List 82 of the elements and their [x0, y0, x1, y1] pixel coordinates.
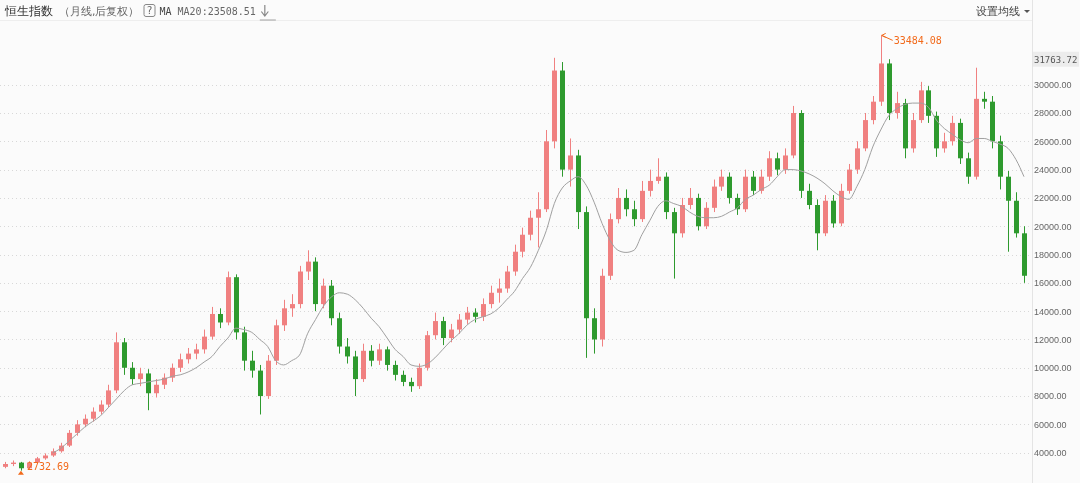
y-tick-label: 4000.00 — [1034, 448, 1067, 459]
candlestick — [489, 285, 494, 309]
y-tick-label: 8000.00 — [1034, 391, 1067, 402]
candlestick — [497, 278, 502, 304]
candlestick — [536, 191, 541, 248]
candlestick — [712, 179, 717, 213]
candlestick — [942, 132, 947, 154]
candlestick — [321, 278, 326, 309]
y-tick-label: 14000.00 — [1034, 306, 1072, 317]
candlestick — [688, 187, 693, 210]
line-series — [52, 102, 1025, 454]
candlestick — [568, 137, 573, 188]
candlestick — [672, 207, 677, 280]
y-tick-label: 18000.00 — [1034, 249, 1072, 260]
text: 31763.72 — [1034, 55, 1078, 66]
candlestick — [178, 353, 183, 373]
candlestick — [433, 312, 438, 340]
y-tick-label: 10000.00 — [1034, 363, 1072, 374]
y-tick-label: 24000.00 — [1034, 165, 1072, 175]
candlestick — [592, 307, 597, 355]
candlestick — [751, 170, 756, 196]
help-icon: ? — [143, 4, 156, 17]
candlestick — [847, 163, 852, 195]
text: 设置均线 — [976, 5, 1020, 18]
candlestick — [513, 244, 518, 277]
candlestick — [290, 293, 295, 318]
candlestick — [250, 350, 255, 379]
candlestick — [481, 297, 486, 322]
y-tick-label: 20000.00 — [1034, 221, 1072, 232]
candlestick — [727, 171, 732, 205]
text: MA — [159, 6, 172, 17]
candlestick — [616, 187, 621, 224]
text: MA20:23508.51 — [177, 6, 256, 17]
candlestick — [306, 249, 311, 281]
candlestick — [783, 147, 788, 175]
y-tick-label: 22000.00 — [1034, 193, 1072, 204]
candlestick — [807, 183, 812, 210]
candlestick — [218, 307, 223, 329]
candlestick — [138, 367, 143, 387]
candlestick — [210, 306, 215, 340]
candlestick — [767, 150, 772, 182]
candlestick — [441, 316, 446, 346]
candlestick — [656, 157, 661, 185]
candlestick — [719, 169, 724, 192]
y-tick-label: 12000.00 — [1034, 334, 1072, 345]
candlestick — [775, 152, 780, 176]
candlestick — [449, 323, 454, 343]
candlestick — [704, 201, 709, 230]
candlestick — [648, 169, 653, 198]
candlestick — [377, 343, 382, 366]
y-tick-label: 6000.00 — [1034, 419, 1067, 430]
candlestick — [528, 210, 533, 241]
candlestick — [966, 152, 971, 185]
candlestick — [385, 346, 390, 372]
candlestick — [353, 350, 358, 397]
candlestick — [457, 313, 462, 335]
chart-subtitle: （月线,后复权） — [59, 5, 140, 18]
candlestick — [759, 169, 764, 195]
candlestick — [871, 95, 876, 125]
y-tick-label: 16000.00 — [1034, 278, 1072, 289]
candlestick — [855, 140, 860, 175]
candlestick — [624, 188, 629, 217]
candlestick — [282, 299, 287, 332]
candlestick — [831, 194, 836, 229]
candlestick — [106, 384, 111, 408]
candlestick — [520, 227, 525, 258]
candlestick — [369, 344, 374, 367]
candlestick — [345, 337, 350, 365]
annotation: 33484.08 — [893, 35, 942, 47]
candlestick — [417, 363, 422, 390]
candlestick — [393, 360, 398, 382]
candlestick — [154, 378, 159, 398]
y-tick-label: 26000.00 — [1034, 136, 1072, 147]
candlestick — [632, 200, 637, 227]
annotation: 2732.69 — [26, 460, 70, 472]
candlestick — [202, 329, 207, 355]
y-tick-label: 28000.00 — [1034, 108, 1072, 119]
candlestick — [130, 361, 135, 386]
chart-title: 恒生指数 — [4, 4, 53, 18]
y-tick-label: 30000.00 — [1034, 80, 1072, 91]
candlestick — [505, 265, 510, 294]
candlestick — [146, 368, 151, 411]
